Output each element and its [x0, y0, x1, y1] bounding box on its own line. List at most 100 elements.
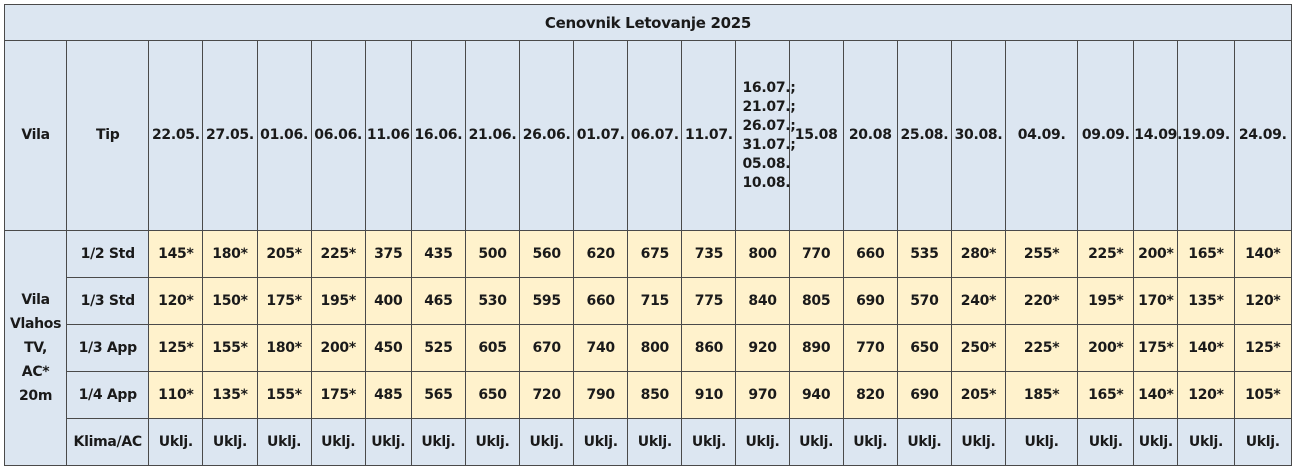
- price-cell: 525: [410, 324, 466, 372]
- vila-name-line: TV,: [24, 340, 48, 356]
- price-cell: 165*: [1177, 230, 1235, 278]
- price-cell: 720: [519, 371, 575, 419]
- price-cell: 150*: [202, 277, 258, 325]
- price-cell: 205*: [256, 230, 312, 278]
- room-type: 1/3 App: [66, 324, 150, 372]
- price-cell: 250*: [950, 324, 1007, 372]
- klima-cell: Uklj.: [1177, 418, 1235, 466]
- price-cell: 140*: [1233, 230, 1292, 278]
- price-cell: 125*: [148, 324, 204, 372]
- klima-cell: Uklj.: [410, 418, 466, 466]
- header-date: 15.08: [788, 40, 844, 231]
- klima-cell: Uklj.: [148, 418, 204, 466]
- klima-cell: Uklj.: [1133, 418, 1179, 466]
- klima-cell: Uklj.: [464, 418, 521, 466]
- price-cell: 125*: [1233, 324, 1292, 372]
- price-cell: 530: [464, 277, 521, 325]
- header-date: 21.06.: [464, 40, 521, 231]
- price-cell: 805: [788, 277, 844, 325]
- table-title: Cenovnik Letovanje 2025: [4, 4, 1292, 41]
- header-date: 16.06.: [410, 40, 466, 231]
- price-cell: 200*: [310, 324, 366, 372]
- klima-cell: Uklj.: [573, 418, 629, 466]
- klima-cell: Uklj.: [202, 418, 258, 466]
- header-date: 14.09.: [1133, 40, 1182, 231]
- price-cell: 105*: [1233, 371, 1292, 419]
- vila-name-line: 20m: [18, 388, 53, 404]
- price-cell: 800: [735, 230, 790, 278]
- header-date: 04.09.: [1005, 40, 1079, 231]
- price-cell: 910: [681, 371, 737, 419]
- price-cell: 140*: [1133, 371, 1179, 419]
- price-cell: 770: [788, 230, 844, 278]
- price-cell: 135*: [202, 371, 258, 419]
- price-cell: 605: [464, 324, 521, 372]
- price-cell: 225*: [1077, 230, 1135, 278]
- price-cell: 220*: [1005, 277, 1079, 325]
- price-cell: 180*: [256, 324, 312, 372]
- header-date: 24.09.: [1233, 40, 1292, 231]
- price-cell: 135*: [1177, 277, 1235, 325]
- room-type: 1/3 Std: [66, 277, 150, 325]
- price-cell: 775: [681, 277, 737, 325]
- klima-cell: Uklj.: [256, 418, 312, 466]
- price-cell: 205*: [950, 371, 1007, 419]
- price-cell: 175*: [1133, 324, 1179, 372]
- klima-cell: Uklj.: [364, 418, 412, 466]
- klima-cell: Uklj.: [950, 418, 1007, 466]
- price-cell: 465: [410, 277, 466, 325]
- header-date: 26.06.: [519, 40, 575, 231]
- header-date: 06.06.: [310, 40, 366, 231]
- price-cell: 375: [364, 230, 412, 278]
- header-date: 16.07.; 21.07.; 26.07.; 31.07.; 05.08. 1…: [735, 40, 796, 231]
- price-cell: 840: [735, 277, 790, 325]
- header-date: 11.07.: [681, 40, 737, 231]
- price-cell: 675: [627, 230, 683, 278]
- klima-cell: Uklj.: [788, 418, 844, 466]
- price-cell: 970: [735, 371, 790, 419]
- price-cell: 690: [842, 277, 898, 325]
- price-cell: 225*: [310, 230, 366, 278]
- header-date: 22.05.: [148, 40, 204, 231]
- price-cell: 740: [573, 324, 629, 372]
- price-cell: 450: [364, 324, 412, 372]
- price-cell: 660: [573, 277, 629, 325]
- price-cell: 500: [464, 230, 521, 278]
- header-tip: Tip: [66, 40, 150, 231]
- header-date: 09.09.: [1077, 40, 1135, 231]
- price-cell: 770: [842, 324, 898, 372]
- room-type: 1/2 Std: [66, 230, 150, 278]
- price-cell: 120*: [1233, 277, 1292, 325]
- price-cell: 225*: [1005, 324, 1079, 372]
- klima-cell: Uklj.: [627, 418, 683, 466]
- table-row: 1/3 App 125* 155* 180* 200* 450 525 605 670 740 80…: [5, 324, 1292, 372]
- vila-name-line: Vlahos: [9, 316, 62, 332]
- price-cell: 400: [364, 277, 412, 325]
- price-cell: 435: [410, 230, 466, 278]
- klima-cell: Uklj.: [896, 418, 952, 466]
- room-type: 1/4 App: [66, 371, 150, 419]
- klima-label: Klima/AC: [66, 418, 150, 466]
- price-cell: 790: [573, 371, 629, 419]
- price-cell: 280*: [950, 230, 1007, 278]
- klima-cell: Uklj.: [1233, 418, 1292, 466]
- klima-cell: Uklj.: [1077, 418, 1135, 466]
- klima-cell: Uklj.: [681, 418, 737, 466]
- klima-cell: Uklj.: [519, 418, 575, 466]
- price-table: Cenovnik Letovanje 2025 Vila Tip 22.05. 2…: [3, 4, 1292, 466]
- price-cell: 650: [896, 324, 952, 372]
- price-cell: 890: [788, 324, 844, 372]
- table-row: 1/4 App 110* 135* 155* 175* 485 565 650 720 790 85…: [5, 371, 1292, 419]
- header-date: 19.09.: [1177, 40, 1235, 231]
- price-cell: 120*: [148, 277, 204, 325]
- price-cell: 660: [842, 230, 898, 278]
- price-cell: 180*: [202, 230, 258, 278]
- price-cell: 535: [896, 230, 952, 278]
- price-cell: 200*: [1077, 324, 1135, 372]
- price-cell: 255*: [1005, 230, 1079, 278]
- header-date: 25.08.: [896, 40, 952, 231]
- price-cell: 570: [896, 277, 952, 325]
- price-cell: 560: [519, 230, 575, 278]
- header-date: 01.06.: [256, 40, 312, 231]
- klima-cell: Uklj.: [1005, 418, 1079, 466]
